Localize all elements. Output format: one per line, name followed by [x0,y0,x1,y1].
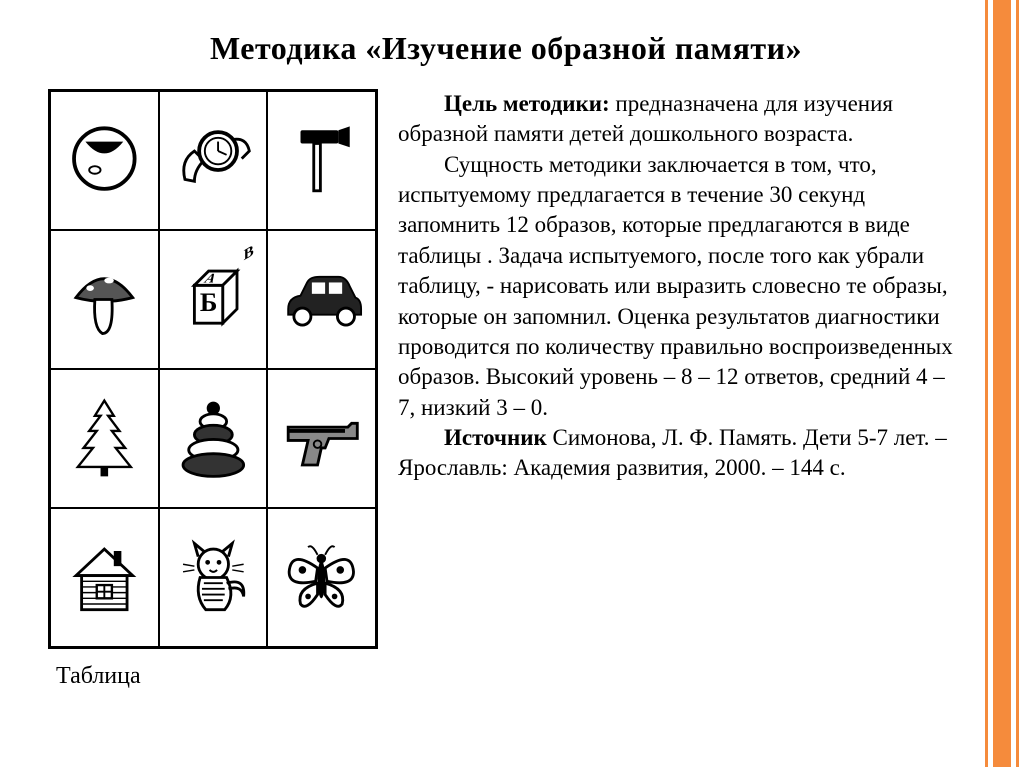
mushroom-icon [50,230,159,369]
tree-icon [50,369,159,508]
svg-text:В: В [243,241,253,264]
hammer-icon [267,91,376,230]
cat-icon [159,508,268,647]
pyramid-toy-icon [159,369,268,508]
content-row: БАВ [48,89,964,690]
text-column: Цель методики: предназначена для изучени… [398,89,964,690]
goal-paragraph: Цель методики: предназначена для изучени… [398,89,964,150]
grid-caption: Таблица [56,663,378,690]
cube-icon: БАВ [159,230,268,369]
svg-text:Б: Б [199,287,217,317]
watch-icon [159,91,268,230]
slide: Методика «Изучение образной памяти» БАВ [0,0,1024,710]
goal-label: Цель методики: [444,91,610,116]
house-icon [50,508,159,647]
accent-stripe [990,0,1014,767]
ball-icon [50,91,159,230]
page-title: Методика «Изучение образной памяти» [48,30,964,67]
car-icon [267,230,376,369]
source-paragraph: Источник Симонова, Л. Ф. Память. Дети 5-… [398,423,964,484]
image-grid: БАВ [48,89,378,649]
gun-icon [267,369,376,508]
butterfly-icon [267,508,376,647]
left-column: БАВ [48,89,378,690]
body-paragraph: Сущность методики заключается в том, что… [398,150,964,423]
source-label: Источник [444,425,547,450]
